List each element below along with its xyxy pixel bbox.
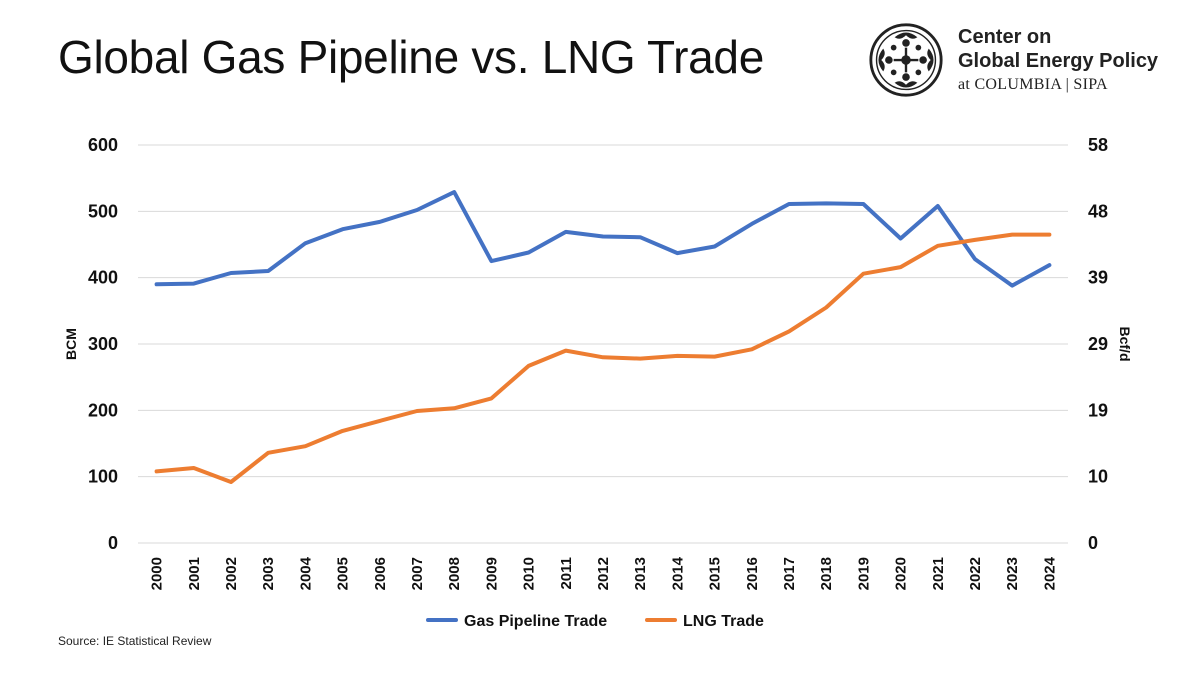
y-tick-left: 300 [88,334,118,354]
legend-label: LNG Trade [683,613,764,630]
gridlines [138,144,1068,544]
x-tick-label: 2015 [707,557,724,590]
y-tick-right: 29 [1088,334,1108,354]
x-tick-label: 2010 [521,557,538,590]
x-tick-label: 2020 [893,557,910,590]
y-axis-right-title: Bcf/d [1117,327,1133,362]
y-tick-left: 500 [88,201,118,221]
legend-lng: LNG Trade [645,613,764,630]
y-tick-right: 10 [1088,467,1108,487]
x-tick-label: 2005 [335,557,352,590]
y-tick-right: 58 [1088,135,1108,155]
x-tick-label: 2023 [1004,557,1021,590]
y-tick-right: 19 [1088,400,1108,420]
x-tick-label: 2001 [186,557,203,590]
columbia-crown-seal-icon [869,23,943,97]
x-tick-label: 2022 [967,557,984,590]
lng-trade-line [154,232,1052,484]
legend: Gas Pipeline Trade LNG Trade [426,613,764,630]
legend-label: Gas Pipeline Trade [464,613,607,630]
y-tick-left: 600 [88,135,118,155]
x-tick-label: 2004 [297,556,314,590]
x-tick-label: 2000 [149,557,166,590]
y-tick-right: 39 [1088,268,1108,288]
x-tick-label: 2018 [818,557,835,590]
x-tick-label: 2011 [558,557,575,590]
x-tick-label: 2009 [483,557,500,590]
x-tick-label: 2003 [260,557,277,590]
brand-name-line2: Global Energy Policy [958,50,1159,72]
x-tick-label: 2002 [223,557,240,590]
y-axis-right-ticks: 0 10 19 29 39 48 58 [1088,135,1108,553]
x-tick-label: 2013 [632,557,649,590]
x-tick-label: 2019 [855,557,872,590]
legend-pipeline: Gas Pipeline Trade [426,613,607,630]
x-tick-label: 2014 [669,556,686,590]
x-tick-label: 2007 [409,557,426,590]
brand-affiliation: at COLUMBIA | SIPA [958,76,1108,93]
y-tick-left: 0 [108,533,118,553]
x-tick-label: 2006 [372,557,389,590]
x-tick-label: 2008 [446,557,463,590]
x-tick-label: 2012 [595,557,612,590]
source-note: Source: IE Statistical Review [58,634,212,648]
x-tick-label: 2017 [781,557,798,590]
pipeline-trade-line [154,190,1052,288]
y-tick-left: 100 [88,467,118,487]
y-tick-left: 200 [88,400,118,420]
page-title: Global Gas Pipeline vs. LNG Trade [58,31,764,83]
brand-name-line1: Center on [958,26,1052,48]
y-tick-right: 48 [1088,201,1108,221]
x-tick-label: 2021 [930,557,947,590]
series-lines [154,190,1052,484]
x-tick-label: 2016 [744,557,761,590]
y-tick-left: 400 [88,268,118,288]
x-tick-label: 2024 [1041,556,1058,590]
y-tick-right: 0 [1088,533,1098,553]
x-axis-ticks: 2000 2001 2002 2003 2004 2005 2006 2007 2008 2009… [149,556,1059,590]
y-axis-left-title: BCM [63,328,79,360]
y-axis-left-ticks: 0 100 200 300 400 500 600 [88,135,118,553]
